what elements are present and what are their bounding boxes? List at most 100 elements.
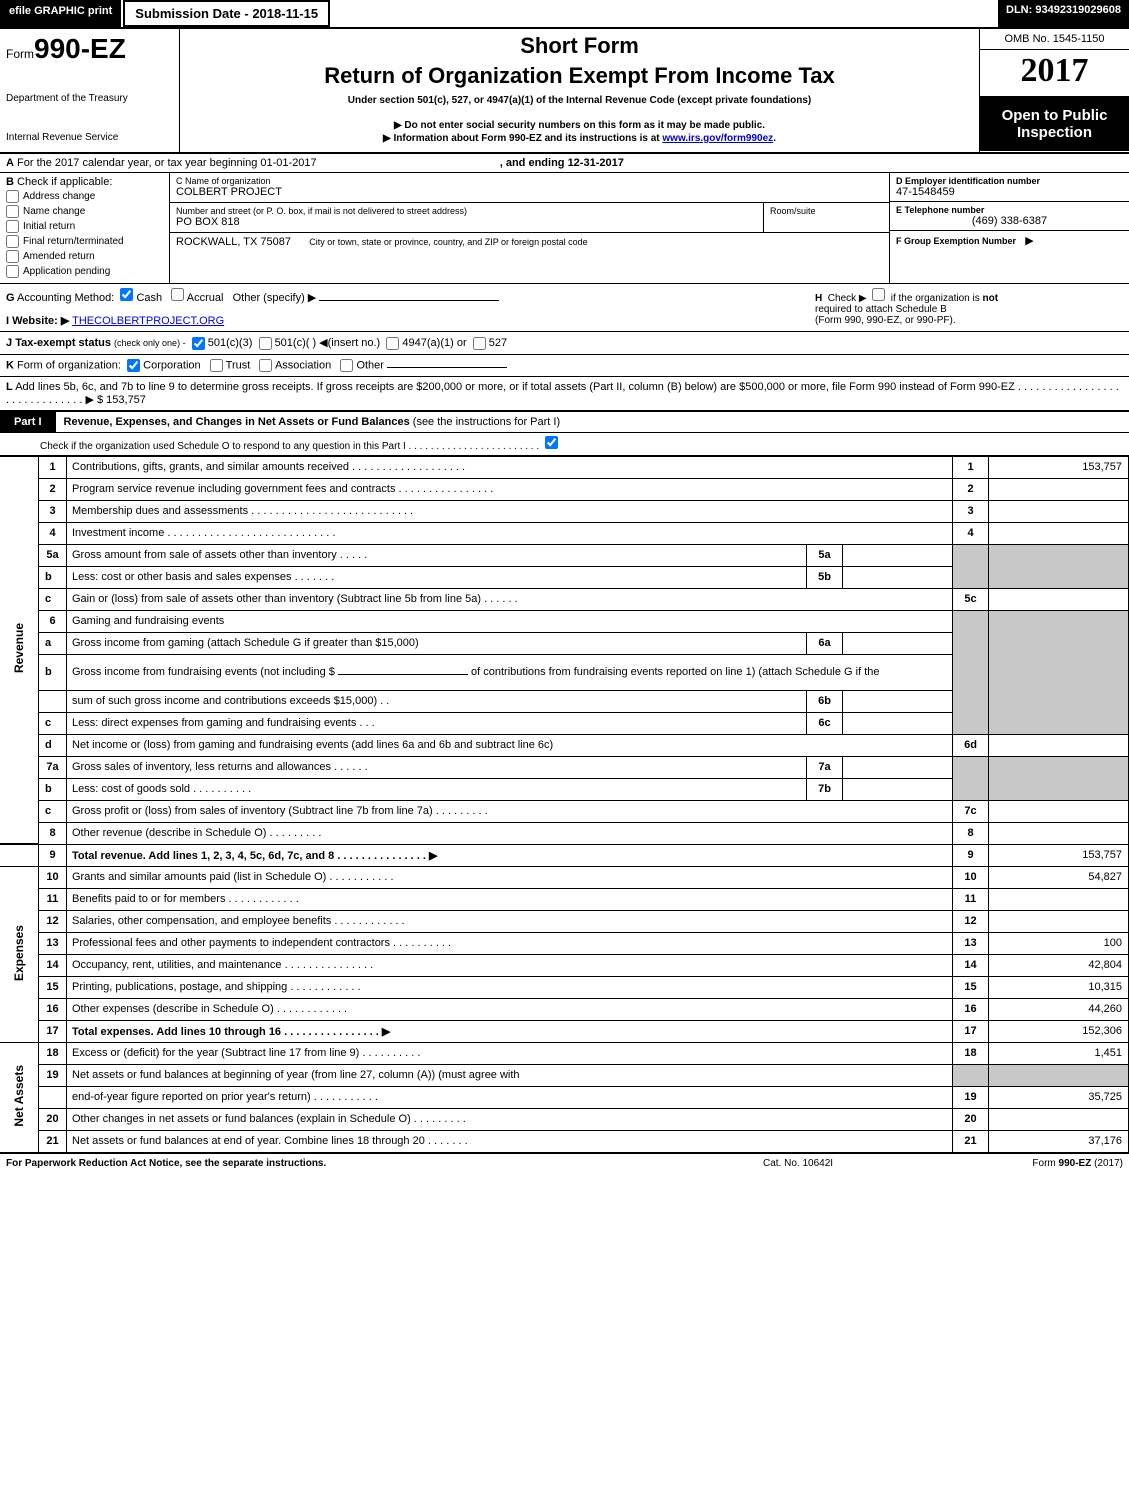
box-b-label: Check if applicable:: [17, 176, 112, 188]
r6b2-desc: sum of such gross income and contributio…: [67, 690, 807, 712]
open-to-public: Open to Public Inspection: [980, 97, 1129, 151]
cb-cash[interactable]: [120, 288, 133, 301]
r9-desc-text: Total revenue. Add lines 1, 2, 3, 4, 5c,…: [72, 850, 437, 862]
tax-year: 2017: [980, 50, 1129, 97]
cb-amended-return-label: Amended return: [23, 251, 95, 262]
r6b-d2: of contributions from fundraising events…: [471, 666, 879, 678]
line-i-label: Website: ▶: [12, 315, 69, 327]
r6-desc: Gaming and fundraising events: [67, 610, 953, 632]
cb-address-change[interactable]: Address change: [6, 190, 163, 203]
org-name-value: COLBERT PROJECT: [176, 186, 883, 198]
r2-num: 2: [39, 478, 67, 500]
omb-number: OMB No. 1545-1150: [980, 29, 1129, 50]
r6d-num: d: [39, 734, 67, 756]
cb-final-return[interactable]: Final return/terminated: [6, 235, 163, 248]
side-netassets-label: Net Assets: [12, 1065, 26, 1127]
r20-rnum: 20: [953, 1108, 989, 1130]
r11-desc: Benefits paid to or for members . . . . …: [67, 888, 953, 910]
header-middle: Short Form Return of Organization Exempt…: [180, 29, 979, 152]
r5b-num: b: [39, 566, 67, 588]
r7b-num: b: [39, 778, 67, 800]
r16-rval: 44,260: [989, 998, 1129, 1020]
efile-button[interactable]: efile GRAPHIC print: [0, 0, 121, 27]
info-suffix: .: [773, 133, 776, 144]
line-l-amount: $ 153,757: [97, 394, 146, 406]
r7b-mn: 7b: [807, 778, 843, 800]
spacer: [330, 0, 998, 27]
cb-527[interactable]: [473, 337, 486, 350]
lbl-other-org: Other: [356, 359, 384, 371]
form-prefix: Form: [6, 47, 34, 61]
dept-treasury: Department of the Treasury: [6, 93, 173, 104]
r3-rval: [989, 500, 1129, 522]
cb-corp[interactable]: [127, 359, 140, 372]
r13-rnum: 13: [953, 932, 989, 954]
ein-value: 47-1548459: [896, 186, 1123, 198]
cb-amended-return[interactable]: Amended return: [6, 250, 163, 263]
line-g-letter: G: [6, 292, 15, 304]
r18-rval: 1,451: [989, 1042, 1129, 1064]
cb-trust[interactable]: [210, 359, 223, 372]
cb-application-pending[interactable]: Application pending: [6, 265, 163, 278]
cb-name-change[interactable]: Name change: [6, 205, 163, 218]
r5a-desc: Gross amount from sale of assets other t…: [67, 544, 807, 566]
cb-assoc[interactable]: [259, 359, 272, 372]
cb-accrual[interactable]: [171, 288, 184, 301]
r12-rval: [989, 910, 1129, 932]
r10-desc: Grants and similar amounts paid (list in…: [67, 866, 953, 888]
r1-desc: Contributions, gifts, grants, and simila…: [67, 456, 953, 478]
line-a-ending: , and ending 12-31-2017: [500, 157, 624, 169]
r20-desc: Other changes in net assets or fund bala…: [67, 1108, 953, 1130]
r6a-desc: Gross income from gaming (attach Schedul…: [67, 632, 807, 654]
r5-grey-val: [989, 544, 1129, 588]
r15-rval: 10,315: [989, 976, 1129, 998]
lbl-501c3: 501(c)(3): [208, 337, 253, 349]
r14-rnum: 14: [953, 954, 989, 976]
r17-rnum: 17: [953, 1020, 989, 1042]
lbl-4947: 4947(a)(1) or: [402, 337, 466, 349]
r5-grey: [953, 544, 989, 588]
part1-check-line: Check if the organization used Schedule …: [0, 433, 1129, 456]
r7c-rnum: 7c: [953, 800, 989, 822]
phone-label: E Telephone number: [896, 205, 1123, 215]
cb-501c3[interactable]: [192, 337, 205, 350]
info-line: ▶ Information about Form 990-EZ and its …: [190, 133, 969, 144]
line-h-text4: (Form 990, 990-EZ, or 990-PF).: [815, 315, 956, 326]
r5c-rval: [989, 588, 1129, 610]
part1-subtitle: (see the instructions for Part I): [413, 416, 560, 428]
part1-check-text: Check if the organization used Schedule …: [40, 441, 539, 452]
r6-num: 6: [39, 610, 67, 632]
r7b-mv: [843, 778, 953, 800]
r6-grey: [953, 610, 989, 734]
r6b-blank: [338, 674, 468, 675]
r8-rnum: 8: [953, 822, 989, 844]
r8-num: 8: [39, 822, 67, 844]
r2-rval: [989, 478, 1129, 500]
info-link[interactable]: www.irs.gov/form990ez: [662, 133, 773, 144]
r3-desc: Membership dues and assessments . . . . …: [67, 500, 953, 522]
do-not-enter: ▶ Do not enter social security numbers o…: [190, 120, 969, 131]
r11-num: 11: [39, 888, 67, 910]
r17-desc-text: Total expenses. Add lines 10 through 16 …: [72, 1026, 390, 1038]
r19b-desc: end-of-year figure reported on prior yea…: [67, 1086, 953, 1108]
cb-other-org[interactable]: [340, 359, 353, 372]
r1-rnum: 1: [953, 456, 989, 478]
footer-left: For Paperwork Reduction Act Notice, see …: [6, 1158, 763, 1169]
r4-rnum: 4: [953, 522, 989, 544]
r19-grey-val: [989, 1064, 1129, 1086]
cb-initial-return[interactable]: Initial return: [6, 220, 163, 233]
r13-num: 13: [39, 932, 67, 954]
r6c-desc: Less: direct expenses from gaming and fu…: [67, 712, 807, 734]
r5c-rnum: 5c: [953, 588, 989, 610]
line-l-letter: L: [6, 381, 13, 393]
side-revenue-label: Revenue: [12, 623, 26, 673]
website-link[interactable]: THECOLBERTPROJECT.ORG: [72, 315, 224, 327]
form-subtitle: Under section 501(c), 527, or 4947(a)(1)…: [190, 95, 969, 106]
cb-no-schedule-b[interactable]: [872, 288, 885, 301]
cb-4947[interactable]: [386, 337, 399, 350]
r5b-desc: Less: cost or other basis and sales expe…: [67, 566, 807, 588]
cb-final-return-label: Final return/terminated: [23, 236, 124, 247]
cb-501c[interactable]: [259, 337, 272, 350]
cb-schedule-o[interactable]: [545, 436, 558, 449]
r8-rval: [989, 822, 1129, 844]
